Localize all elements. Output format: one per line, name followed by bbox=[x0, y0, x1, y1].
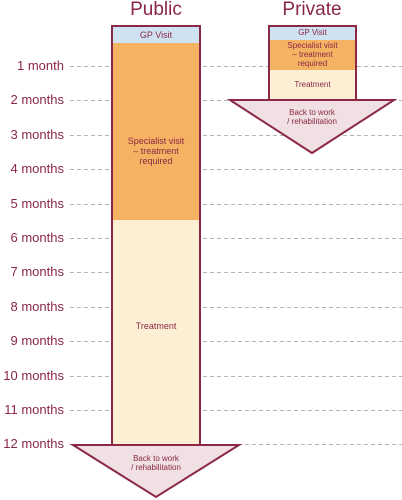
month-label: 3 months bbox=[10, 126, 64, 142]
month-label: 5 months bbox=[10, 195, 64, 211]
public-back-to-work-arrow bbox=[69, 444, 243, 499]
public-back-to-work-line-1: Back to work bbox=[133, 454, 179, 463]
private-back-to-work-arrow bbox=[226, 99, 398, 155]
private-treatment-segment bbox=[269, 70, 356, 100]
month-label: 7 months bbox=[10, 263, 64, 279]
public-specialist-line-3: required bbox=[139, 156, 173, 166]
private-column-title: Private bbox=[282, 0, 342, 20]
month-label: 1 month bbox=[17, 57, 64, 73]
public-specialist-label: Specialist visit – treatment required bbox=[112, 136, 200, 166]
private-gp-visit-label: GP Visit bbox=[298, 28, 327, 37]
public-gp-visit-label: GP Visit bbox=[139, 30, 173, 40]
private-specialist-segment bbox=[269, 40, 356, 70]
public-specialist-line-1: Specialist visit bbox=[127, 136, 185, 146]
private-gp-visit-segment bbox=[269, 26, 356, 40]
month-label: 9 months bbox=[10, 332, 64, 348]
private-back-to-work-line-2: / rehabilitation bbox=[287, 117, 337, 126]
public-column-outline bbox=[111, 25, 201, 445]
private-treatment-label: Treatment bbox=[294, 80, 331, 89]
public-column-title: Public bbox=[130, 0, 182, 20]
month-label: 12 months bbox=[3, 435, 64, 451]
public-treatment-segment bbox=[112, 220, 200, 445]
private-column-outline bbox=[268, 25, 357, 100]
month-label: 4 months bbox=[10, 160, 64, 176]
public-back-to-work-line-2: / rehabilitation bbox=[131, 463, 181, 472]
private-specialist-line-1: Specialist visit bbox=[287, 41, 338, 50]
month-label: 10 months bbox=[3, 367, 64, 383]
public-back-to-work-label: Back to work / rehabilitation bbox=[96, 454, 216, 472]
public-gp-visit-segment bbox=[112, 26, 200, 43]
public-treatment-label: Treatment bbox=[135, 321, 177, 331]
month-label: 11 months bbox=[4, 401, 64, 417]
private-specialist-line-2: – treatment bbox=[292, 50, 333, 59]
month-label: 6 months bbox=[10, 229, 64, 245]
private-specialist-label: Specialist visit – treatment required bbox=[269, 41, 356, 68]
private-back-to-work-label: Back to work / rehabilitation bbox=[252, 108, 372, 126]
private-back-to-work-line-1: Back to work bbox=[289, 108, 335, 117]
month-label: 2 months bbox=[10, 91, 64, 107]
public-specialist-line-2: – treatment bbox=[133, 146, 179, 156]
public-specialist-segment bbox=[112, 43, 200, 220]
private-specialist-line-3: required bbox=[297, 59, 328, 68]
month-label: 8 months bbox=[10, 298, 64, 314]
